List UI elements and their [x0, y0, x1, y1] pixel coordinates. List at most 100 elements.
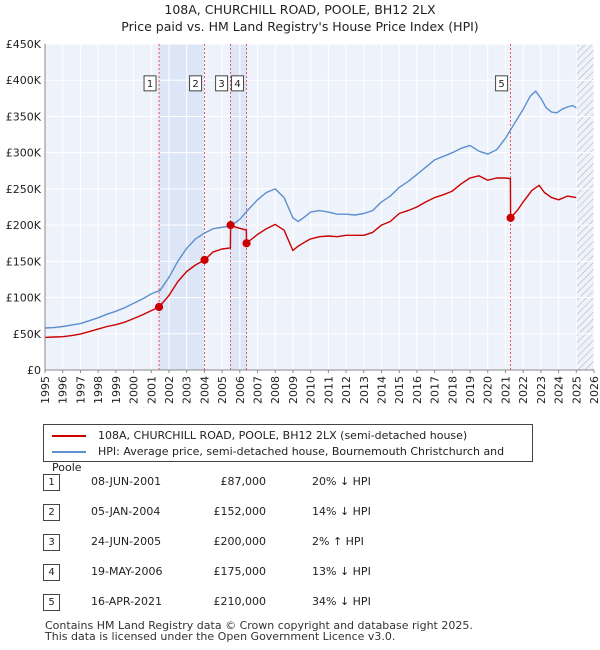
- legend-swatch-hpi: [52, 451, 86, 453]
- sale-period-shade: [159, 44, 205, 370]
- sale-price: £200,000: [213, 535, 267, 548]
- x-tick-label: 2023: [535, 376, 548, 404]
- y-tick-label: £450K: [6, 38, 42, 51]
- x-tick-label: 2006: [234, 376, 247, 404]
- x-tick-label: 2018: [446, 376, 459, 404]
- x-tick-label: 1998: [92, 376, 105, 404]
- x-tick-label: 2002: [163, 376, 176, 404]
- y-tick-label: £0: [27, 364, 41, 377]
- sale-hpi-diff: 13% ↓ HPI: [312, 565, 371, 578]
- sale-point: [154, 302, 164, 312]
- sale-price: £210,000: [213, 595, 267, 608]
- y-tick-label: £400K: [6, 74, 42, 87]
- sale-marker-box: [231, 75, 245, 92]
- sale-date: 05-JAN-2004: [91, 505, 161, 518]
- x-tick-label: 2013: [358, 376, 371, 404]
- x-tick-label: 2001: [145, 376, 158, 404]
- sale-number-badge: 4: [43, 564, 60, 581]
- sale-row: 2 05-JAN-2004 £152,000 14% ↓ HPI: [43, 504, 463, 521]
- footer-line-licence: This data is licensed under the Open Gov…: [45, 630, 396, 643]
- x-tick-label: 2004: [198, 376, 211, 404]
- y-tick-label: £350K: [6, 110, 42, 123]
- legend-item-property: 108A, CHURCHILL ROAD, POOLE, BH12 2LX (s…: [52, 428, 467, 444]
- sale-number-badge: 1: [43, 474, 60, 491]
- sale-marker-box: [189, 75, 203, 92]
- sale-marker-box: [215, 75, 229, 92]
- sale-number-badge: 5: [43, 594, 60, 611]
- y-tick-label: £200K: [6, 219, 42, 232]
- sale-date: 19-MAY-2006: [91, 565, 163, 578]
- series-line-hpi: [44, 90, 577, 329]
- x-tick-label: 2009: [287, 376, 300, 404]
- x-tick-label: 2003: [181, 376, 194, 404]
- x-tick-label: 2022: [517, 376, 530, 404]
- footer-notice: Contains HM Land Registry data © Crown c…: [45, 620, 473, 642]
- x-tick-label: 1995: [39, 376, 52, 404]
- x-tick-label: 2005: [216, 376, 229, 404]
- sale-marker-label: 2: [192, 79, 198, 90]
- sale-point: [242, 239, 251, 248]
- sale-row: 4 19-MAY-2006 £175,000 13% ↓ HPI: [43, 564, 463, 581]
- x-tick-label: 1999: [110, 376, 123, 404]
- sale-number-badge: 2: [43, 504, 60, 521]
- sale-point: [226, 221, 235, 230]
- sale-hpi-diff: 34% ↓ HPI: [312, 595, 371, 608]
- sale-marker-box: [143, 75, 157, 92]
- sale-row: 3 24-JUN-2005 £200,000 2% ↑ HPI: [43, 534, 463, 551]
- legend-label-property: 108A, CHURCHILL ROAD, POOLE, BH12 2LX (s…: [98, 429, 468, 442]
- sale-marker-label: 1: [147, 79, 153, 90]
- chart-subtitle: Price paid vs. HM Land Registry's House …: [121, 19, 479, 34]
- sale-period-shade: [230, 44, 247, 370]
- y-tick-label: £100K: [6, 292, 42, 305]
- x-tick-label: 2011: [322, 376, 335, 404]
- x-tick-label: 1996: [57, 376, 70, 404]
- y-tick-label: £150K: [6, 255, 42, 268]
- x-tick-label: 2012: [340, 376, 353, 404]
- sale-marker-label: 5: [498, 79, 504, 90]
- y-tick-label: £50K: [13, 328, 42, 341]
- sale-row: 1 08-JUN-2001 £87,000 20% ↓ HPI: [43, 474, 463, 491]
- sale-marker-box: [495, 75, 509, 92]
- x-tick-label: 2020: [482, 376, 495, 404]
- sale-hpi-diff: 20% ↓ HPI: [312, 475, 371, 488]
- sale-date: 16-APR-2021: [91, 595, 163, 608]
- plot-background: [45, 44, 594, 370]
- x-tick-label: 2014: [375, 376, 388, 404]
- legend-swatch-property: [52, 435, 86, 437]
- x-tick-label: 2017: [429, 376, 442, 404]
- y-tick-label: £300K: [6, 147, 42, 160]
- x-tick-label: 2000: [128, 376, 141, 404]
- x-tick-label: 2021: [499, 376, 512, 404]
- price-chart: 1 2 3 4 5 £0 £50K £100K £150K £200K £250K £300K £350…: [6, 38, 600, 404]
- legend-item-hpi: HPI: Average price, semi-detached house,…: [52, 444, 532, 474]
- sale-price: £152,000: [213, 505, 267, 518]
- x-tick-label: 2025: [570, 376, 583, 404]
- chart-legend: 108A, CHURCHILL ROAD, POOLE, BH12 2LX (s…: [43, 424, 533, 474]
- x-tick-label: 2019: [464, 376, 477, 404]
- x-tick-label: 2007: [252, 376, 265, 404]
- x-tick-label: 2010: [305, 376, 318, 404]
- legend-label-hpi: HPI: Average price, semi-detached house,…: [52, 445, 505, 474]
- sale-row: 5 16-APR-2021 £210,000 34% ↓ HPI: [43, 594, 463, 611]
- x-tick-label: 2026: [588, 376, 600, 404]
- x-tick-label: 2008: [269, 376, 282, 404]
- x-tick-label: 2016: [411, 376, 424, 404]
- footer-line-copyright: Contains HM Land Registry data © Crown c…: [45, 619, 473, 632]
- chart-title: 108A, CHURCHILL ROAD, POOLE, BH12 2LX: [164, 2, 436, 17]
- sale-point: [200, 255, 209, 264]
- sale-price: £175,000: [213, 565, 267, 578]
- x-tick-label: 1997: [74, 376, 87, 404]
- sale-marker-label: 3: [218, 79, 224, 90]
- sale-hpi-diff: 14% ↓ HPI: [312, 505, 371, 518]
- sale-date: 24-JUN-2005: [91, 535, 162, 548]
- sale-point: [506, 213, 515, 222]
- sale-date: 08-JUN-2001: [91, 475, 162, 488]
- x-tick-label: 2024: [553, 376, 566, 404]
- sale-hpi-diff: 2% ↑ HPI: [312, 535, 364, 548]
- series-line-property: [44, 175, 577, 339]
- sale-marker-label: 4: [234, 79, 240, 90]
- x-tick-label: 2015: [393, 376, 406, 404]
- sale-price: £87,000: [220, 475, 267, 488]
- forecast-hatch: [576, 44, 594, 370]
- sale-number-badge: 3: [43, 534, 60, 551]
